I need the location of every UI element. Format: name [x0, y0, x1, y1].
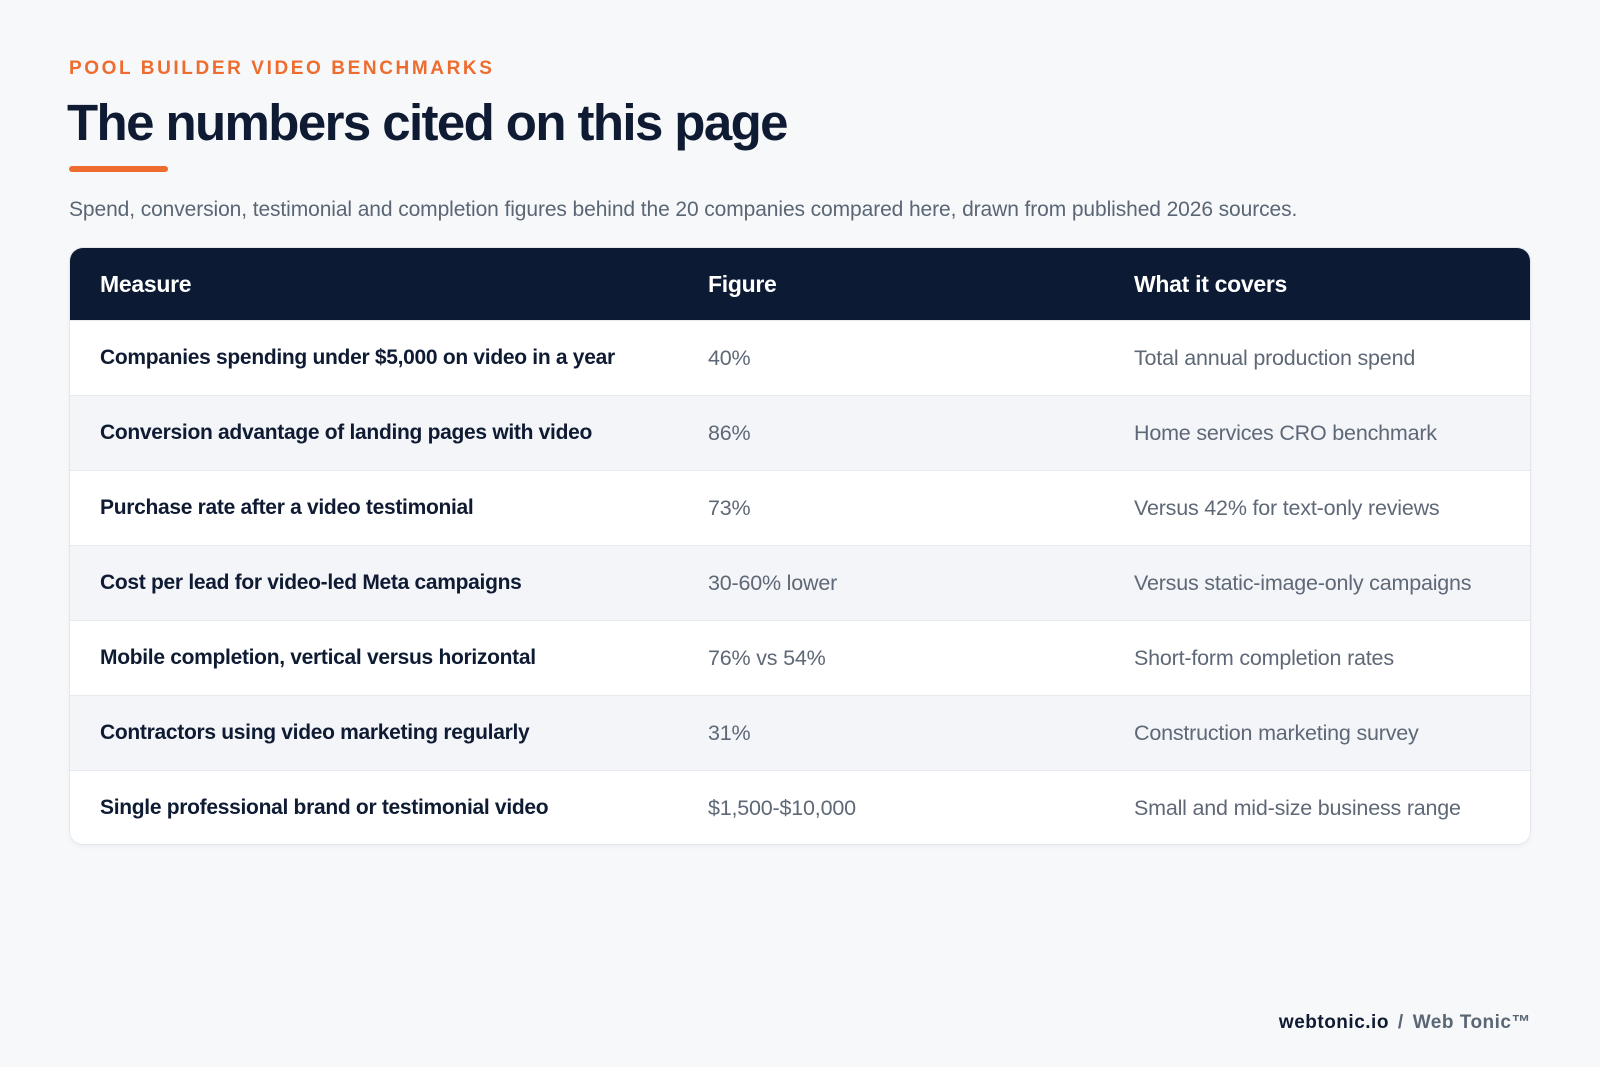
- covers-cell: Total annual production spend: [1134, 345, 1416, 370]
- footer-domain-link[interactable]: webtonic.io: [1278, 1012, 1389, 1033]
- footer-credit: webtonic.io / Web Tonic™: [1279, 1012, 1531, 1034]
- title-accent-bar: [69, 166, 168, 172]
- table-row: Single professional brand or testimonial…: [70, 770, 1530, 844]
- measure-cell: Companies spending under $5,000 on video…: [100, 346, 615, 369]
- table-row: Cost per lead for video-led Meta campaig…: [70, 545, 1530, 620]
- measure-cell: Cost per lead for video-led Meta campaig…: [100, 571, 522, 594]
- covers-cell: Versus 42% for text-only reviews: [1134, 495, 1440, 520]
- figure-cell: 30-60% lower: [708, 570, 838, 595]
- covers-cell: Construction marketing survey: [1134, 720, 1419, 745]
- table-row: Purchase rate after a video testimonial …: [70, 470, 1530, 545]
- figure-cell: 86%: [708, 420, 751, 445]
- measure-cell: Purchase rate after a video testimonial: [100, 496, 474, 519]
- page-subtitle: Spend, conversion, testimonial and compl…: [69, 198, 1298, 221]
- measure-cell: Conversion advantage of landing pages wi…: [100, 421, 593, 444]
- figure-cell: 31%: [708, 720, 751, 745]
- column-header-covers: What it covers: [1134, 270, 1288, 297]
- measure-cell: Contractors using video marketing regula…: [100, 721, 530, 744]
- page-title: The numbers cited on this page: [67, 94, 789, 151]
- table-row: Companies spending under $5,000 on video…: [70, 320, 1530, 395]
- covers-cell: Small and mid-size business range: [1134, 795, 1461, 820]
- eyebrow-label: POOL BUILDER VIDEO BENCHMARKS: [69, 58, 495, 79]
- covers-cell: Home services CRO benchmark: [1134, 420, 1437, 445]
- figure-cell: 40%: [708, 345, 751, 370]
- column-header-measure: Measure: [100, 270, 192, 297]
- figure-cell: $1,500-$10,000: [708, 795, 856, 820]
- covers-cell: Versus static-image-only campaigns: [1134, 570, 1472, 595]
- measure-cell: Mobile completion, vertical versus horiz…: [100, 646, 536, 669]
- figure-cell: 73%: [708, 495, 751, 520]
- column-header-figure: Figure: [708, 270, 777, 297]
- footer-separator: /: [1397, 1012, 1404, 1033]
- figure-cell: 76% vs 54%: [708, 645, 826, 670]
- footer-brand: Web Tonic™: [1412, 1012, 1531, 1033]
- measure-cell: Single professional brand or testimonial…: [100, 796, 549, 819]
- table-row: Contractors using video marketing regula…: [70, 695, 1530, 770]
- table-row: Conversion advantage of landing pages wi…: [70, 395, 1530, 470]
- benchmarks-table: Measure Figure What it covers Companies …: [70, 248, 1530, 844]
- covers-cell: Short-form completion rates: [1134, 645, 1394, 670]
- table-row: Mobile completion, vertical versus horiz…: [70, 620, 1530, 695]
- table-header-row: Measure Figure What it covers: [70, 248, 1530, 320]
